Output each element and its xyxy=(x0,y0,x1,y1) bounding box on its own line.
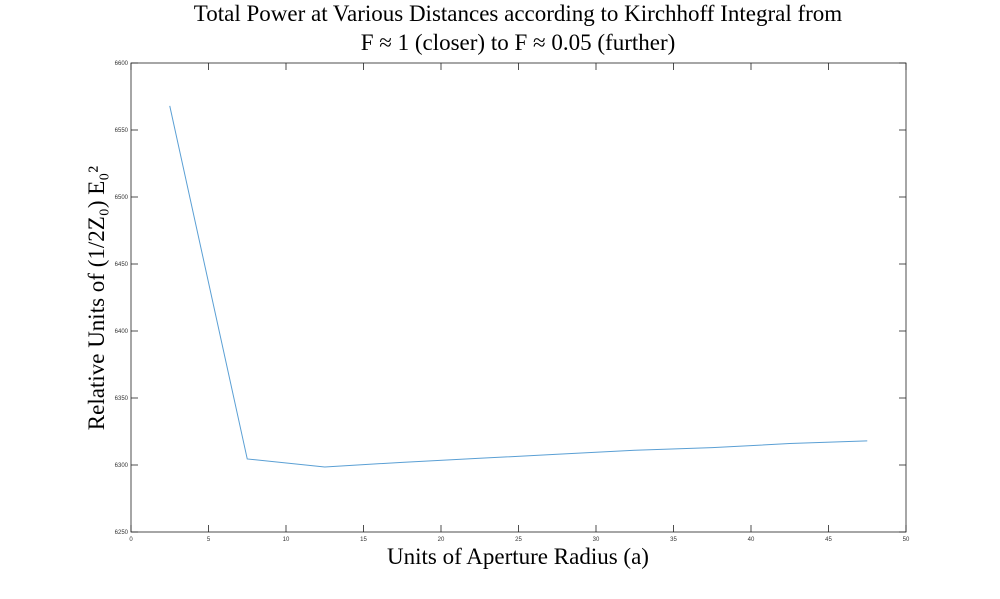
x-tick-label: 5 xyxy=(207,537,211,543)
x-tick-label: 0 xyxy=(129,537,133,543)
data-line xyxy=(169,105,868,468)
x-tick-label: 35 xyxy=(670,537,677,543)
chart-title: Total Power at Various Distances accordi… xyxy=(194,1,842,26)
x-tick-label: 15 xyxy=(360,537,367,543)
x-tick-label: 20 xyxy=(438,537,445,543)
y-tick-label: 6450 xyxy=(115,262,129,268)
y-axis-label: Relative Units of (1/2Z₀) E₀² xyxy=(84,166,109,430)
y-tick-label: 6400 xyxy=(115,329,129,335)
x-tick-label: 45 xyxy=(825,537,832,543)
chart-title: F ≈ 1 (closer) to F ≈ 0.05 (further) xyxy=(361,30,676,55)
y-tick-label: 6300 xyxy=(115,463,129,469)
y-tick-label: 6600 xyxy=(115,61,129,67)
x-tick-label: 25 xyxy=(515,537,522,543)
x-tick-label: 50 xyxy=(903,537,910,543)
x-tick-label: 30 xyxy=(593,537,600,543)
x-tick-label: 10 xyxy=(283,537,290,543)
x-tick-label: 40 xyxy=(748,537,755,543)
y-tick-label: 6350 xyxy=(115,396,129,402)
y-tick-label: 6250 xyxy=(115,530,129,536)
y-tick-label: 6500 xyxy=(115,195,129,201)
y-tick-label: 6550 xyxy=(115,128,129,134)
x-axis-label: Units of Aperture Radius (a) xyxy=(387,544,649,569)
